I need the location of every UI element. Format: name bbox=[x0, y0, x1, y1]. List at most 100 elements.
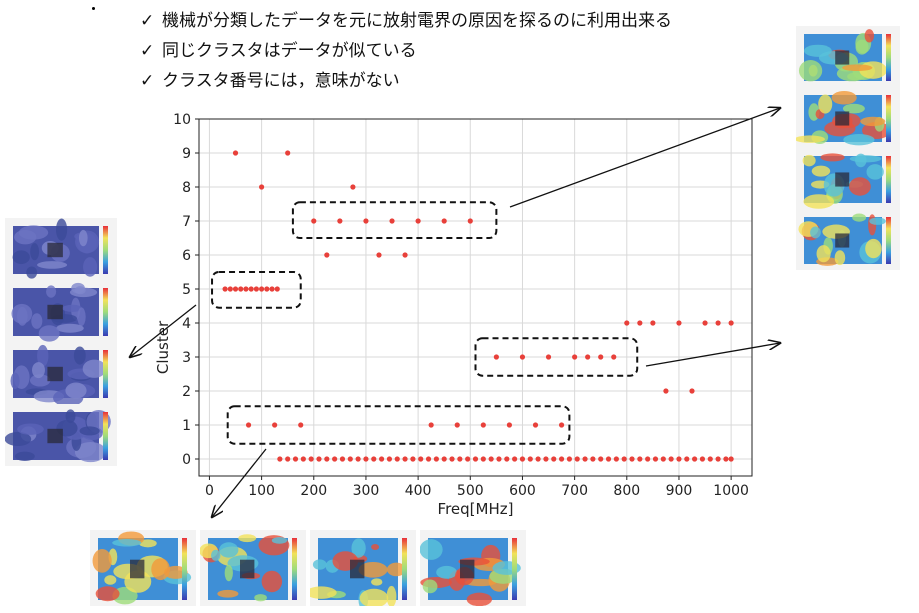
data-point bbox=[637, 320, 643, 326]
data-point bbox=[332, 456, 338, 462]
callout-arrow bbox=[212, 448, 267, 517]
data-point bbox=[504, 456, 510, 462]
y-tick-label: 8 bbox=[182, 180, 191, 196]
data-point bbox=[324, 252, 330, 258]
bullet-item: ✓ 同じクラスタはデータが似ている bbox=[140, 36, 672, 66]
callout-arrow bbox=[645, 343, 780, 367]
data-point bbox=[699, 456, 706, 462]
data-point bbox=[311, 218, 317, 224]
data-point bbox=[355, 456, 361, 462]
data-point bbox=[347, 456, 353, 462]
data-point bbox=[441, 456, 447, 462]
data-point bbox=[624, 320, 630, 326]
data-point bbox=[621, 456, 627, 462]
y-tick-label: 2 bbox=[182, 384, 191, 400]
data-point bbox=[480, 422, 486, 428]
data-point bbox=[232, 150, 239, 156]
y-tick-label: 0 bbox=[182, 452, 191, 468]
heatmap-thumbnail bbox=[420, 530, 526, 606]
heatmap-row-bottom bbox=[90, 530, 530, 608]
heatmap-thumbnail bbox=[200, 530, 306, 606]
check-icon: ✓ bbox=[140, 71, 155, 91]
data-point bbox=[243, 286, 249, 292]
data-point bbox=[551, 456, 557, 462]
data-point bbox=[339, 456, 346, 462]
x-tick-label: 700 bbox=[561, 483, 588, 499]
data-point bbox=[645, 456, 651, 462]
data-point bbox=[512, 456, 518, 462]
x-tick-label: 400 bbox=[405, 483, 432, 499]
data-point bbox=[465, 456, 471, 462]
data-point bbox=[558, 422, 565, 428]
data-point bbox=[253, 286, 259, 292]
heatmap-thumbnail bbox=[90, 530, 196, 606]
y-tick-label: 6 bbox=[182, 248, 191, 264]
data-point bbox=[611, 354, 617, 360]
data-point bbox=[350, 184, 356, 190]
data-point bbox=[272, 422, 278, 428]
data-point bbox=[285, 456, 291, 462]
data-point bbox=[337, 218, 343, 224]
heatmap-thumbnail bbox=[5, 280, 117, 342]
y-tick-label: 1 bbox=[182, 418, 191, 434]
x-tick-label: 1000 bbox=[713, 483, 749, 499]
data-point bbox=[689, 388, 695, 394]
data-point bbox=[467, 218, 473, 224]
data-point bbox=[428, 422, 434, 428]
data-point bbox=[629, 456, 635, 462]
data-point bbox=[527, 456, 533, 462]
data-point bbox=[269, 286, 275, 292]
heatmap-thumbnail bbox=[5, 218, 117, 280]
data-point bbox=[660, 456, 666, 462]
data-point bbox=[582, 456, 588, 462]
data-point bbox=[605, 456, 612, 462]
x-tick-label: 200 bbox=[300, 483, 327, 499]
callout-arrow bbox=[509, 108, 780, 208]
data-point bbox=[449, 456, 455, 462]
heatmap-thumbnail bbox=[310, 530, 416, 606]
data-point bbox=[613, 456, 619, 462]
data-point bbox=[245, 422, 252, 428]
x-tick-label: 500 bbox=[457, 483, 484, 499]
data-point bbox=[598, 456, 604, 462]
data-point bbox=[472, 456, 479, 462]
heatmap-thumbnail bbox=[796, 26, 900, 87]
data-point bbox=[232, 286, 239, 292]
data-point bbox=[543, 456, 549, 462]
data-point bbox=[663, 388, 669, 394]
data-point bbox=[274, 286, 280, 292]
data-point bbox=[496, 456, 502, 462]
data-point bbox=[519, 456, 526, 462]
data-point bbox=[441, 218, 447, 224]
x-tick-label: 900 bbox=[666, 483, 693, 499]
data-point bbox=[702, 320, 708, 326]
data-point bbox=[410, 456, 416, 462]
y-axis-label: Cluster bbox=[154, 320, 172, 374]
data-point bbox=[316, 456, 322, 462]
data-point bbox=[668, 456, 674, 462]
data-point bbox=[676, 320, 682, 326]
data-point bbox=[723, 456, 729, 462]
data-point bbox=[535, 456, 541, 462]
data-point bbox=[324, 456, 330, 462]
data-point bbox=[425, 456, 432, 462]
data-point bbox=[298, 422, 304, 428]
data-point bbox=[402, 252, 408, 258]
data-point bbox=[371, 456, 377, 462]
data-point bbox=[652, 456, 659, 462]
data-point bbox=[222, 286, 228, 292]
data-point bbox=[418, 456, 424, 462]
plot-frame bbox=[198, 118, 753, 477]
data-point bbox=[676, 456, 682, 462]
data-point bbox=[574, 456, 580, 462]
data-point bbox=[227, 286, 233, 292]
data-point bbox=[259, 286, 265, 292]
data-point bbox=[415, 218, 421, 224]
data-point bbox=[386, 456, 393, 462]
heatmap-thumbnail bbox=[796, 148, 900, 209]
heatmap-stack-right-top bbox=[796, 26, 900, 272]
data-point bbox=[692, 456, 698, 462]
data-point bbox=[480, 456, 486, 462]
heatmap-thumbnail bbox=[5, 342, 117, 404]
data-point bbox=[707, 456, 713, 462]
